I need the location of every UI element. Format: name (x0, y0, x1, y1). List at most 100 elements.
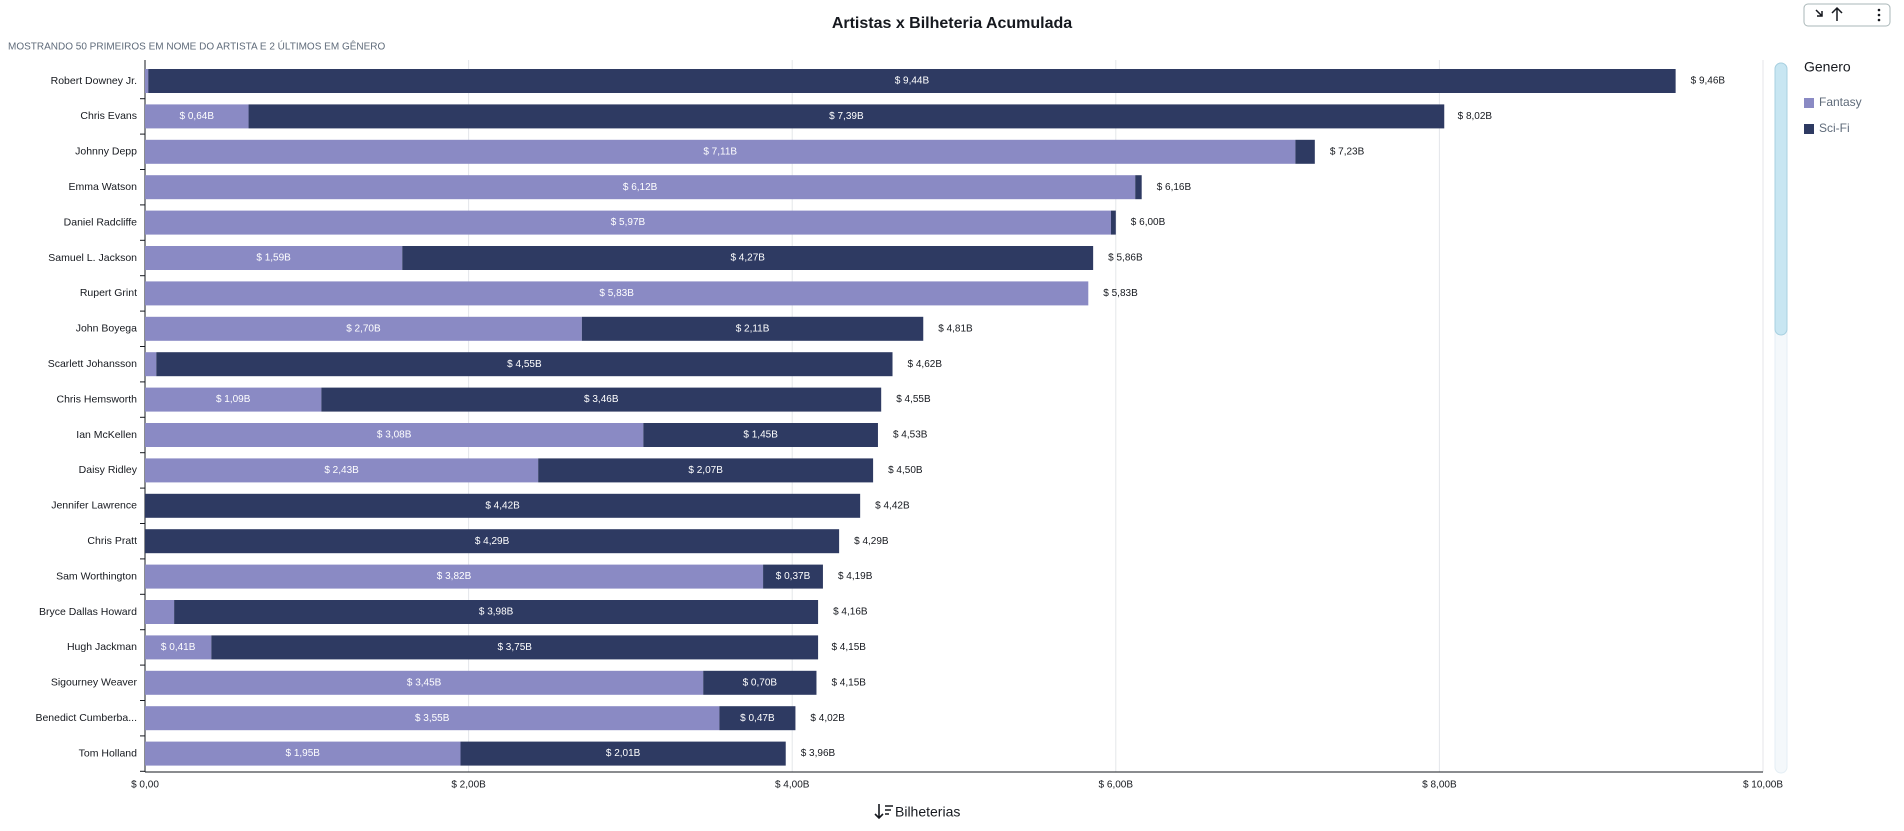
bar-segment (248, 104, 1445, 129)
bar-segment (145, 175, 1136, 200)
total-label: $ 4,42B (875, 500, 910, 511)
x-axis-title: Bilheterias (895, 804, 960, 820)
value-label: $ 0,37B (776, 571, 811, 582)
value-label: $ 3,08B (377, 430, 412, 441)
bar-segment (174, 600, 819, 624)
bar-segment (145, 69, 149, 93)
x-tick-label: $ 2,00B (451, 780, 486, 791)
legend-title: Genero (1804, 59, 1851, 75)
y-tick-label: Tom Holland (79, 747, 138, 759)
y-tick-label: Chris Pratt (87, 535, 137, 547)
total-label: $ 9,46B (1691, 76, 1726, 87)
value-label: $ 2,43B (324, 465, 359, 476)
bar-segment (145, 741, 461, 766)
bar-segment (145, 104, 249, 129)
value-label: $ 0,64B (180, 111, 215, 122)
total-label: $ 4,02B (810, 713, 845, 724)
bar-segment (156, 352, 893, 377)
bar-segment (145, 423, 644, 447)
total-label: $ 4,55B (896, 394, 931, 405)
y-tick-label: Scarlett Johansson (48, 358, 137, 370)
bar-segment (1295, 139, 1315, 164)
menu-dot[interactable] (1877, 8, 1881, 12)
collapse-icon[interactable] (1815, 9, 1823, 17)
value-label: $ 2,70B (346, 323, 381, 334)
bar-segment (145, 706, 720, 731)
legend-swatch (1804, 124, 1814, 134)
total-label: $ 4,81B (938, 323, 973, 334)
value-label: $ 6,12B (623, 182, 658, 193)
total-label: $ 7,23B (1330, 146, 1365, 157)
y-tick-label: Sigourney Weaver (51, 677, 138, 689)
bar-segment (145, 670, 704, 695)
bar-segment (581, 316, 924, 341)
bar-segment (145, 458, 539, 483)
legend-swatch (1804, 98, 1814, 108)
y-tick-label: Johnny Depp (75, 146, 137, 158)
export-icon[interactable] (1831, 6, 1843, 21)
total-label: $ 4,62B (908, 359, 943, 370)
bar-segment (145, 281, 1089, 306)
y-tick-label: Samuel L. Jackson (48, 252, 137, 264)
bar-segment (402, 246, 1094, 270)
value-label: $ 4,42B (485, 500, 520, 511)
bar-segment (145, 493, 861, 518)
bar-segment (145, 600, 175, 624)
total-label: $ 3,96B (801, 748, 836, 759)
scrollbar-thumb[interactable] (1774, 62, 1788, 336)
value-label: $ 0,70B (743, 677, 778, 688)
value-label: $ 4,27B (730, 253, 765, 264)
value-label: $ 9,44B (895, 76, 930, 87)
value-label: $ 0,47B (740, 713, 775, 724)
y-tick-label: Daisy Ridley (79, 464, 138, 476)
x-tick-label: $ 10,00B (1743, 780, 1783, 791)
value-label: $ 3,98B (479, 607, 514, 618)
value-label: $ 0,41B (161, 642, 196, 653)
toolbar (1803, 3, 1891, 27)
bar-segment (145, 529, 840, 554)
value-label: $ 3,45B (407, 677, 442, 688)
bar-segment (719, 706, 796, 731)
y-tick-label: Jennifer Lawrence (51, 500, 137, 512)
bar-segment (460, 741, 786, 766)
value-label: $ 4,29B (475, 536, 510, 547)
legend-label: Fantasy (1819, 95, 1862, 109)
total-label: $ 4,50B (888, 465, 923, 476)
total-label: $ 4,15B (831, 642, 866, 653)
y-tick-label: Ian McKellen (76, 429, 137, 441)
sort-icon[interactable] (874, 804, 893, 820)
value-label: $ 7,11B (703, 146, 737, 157)
bar-segment (145, 316, 582, 341)
total-label: $ 8,02B (1458, 111, 1493, 122)
menu-dot[interactable] (1877, 18, 1881, 22)
bar-segment (1110, 210, 1116, 235)
x-tick-label: $ 8,00B (1422, 780, 1457, 791)
chart-subtitle: MOSTRANDO 50 PRIMEIROS EM NOME DO ARTIST… (8, 40, 386, 53)
value-label: $ 1,59B (256, 253, 291, 264)
menu-dot[interactable] (1877, 13, 1881, 17)
value-label: $ 3,82B (437, 571, 472, 582)
bar-segment (145, 387, 322, 412)
legend-label: Sci-Fi (1819, 121, 1850, 135)
bar-segment (145, 635, 212, 660)
bar-segment (145, 246, 403, 270)
total-label: $ 6,00B (1131, 217, 1166, 228)
value-label: $ 1,09B (216, 394, 251, 405)
y-tick-label: Daniel Radcliffe (64, 216, 138, 228)
total-label: $ 6,16B (1157, 182, 1192, 193)
total-label: $ 4,19B (838, 571, 873, 582)
value-label: $ 5,83B (599, 288, 634, 299)
total-label: $ 4,53B (893, 430, 928, 441)
bar-segment (643, 423, 878, 447)
toolbar-frame (1803, 3, 1891, 27)
bar-segment (211, 635, 819, 660)
total-label: $ 4,29B (854, 536, 889, 547)
value-label: $ 3,55B (415, 713, 450, 724)
value-label: $ 5,97B (611, 217, 646, 228)
value-label: $ 2,07B (688, 465, 723, 476)
y-tick-label: Robert Downey Jr. (51, 75, 137, 87)
value-label: $ 1,45B (743, 430, 778, 441)
bar-segment (145, 352, 157, 377)
y-tick-label: John Boyega (76, 323, 137, 335)
